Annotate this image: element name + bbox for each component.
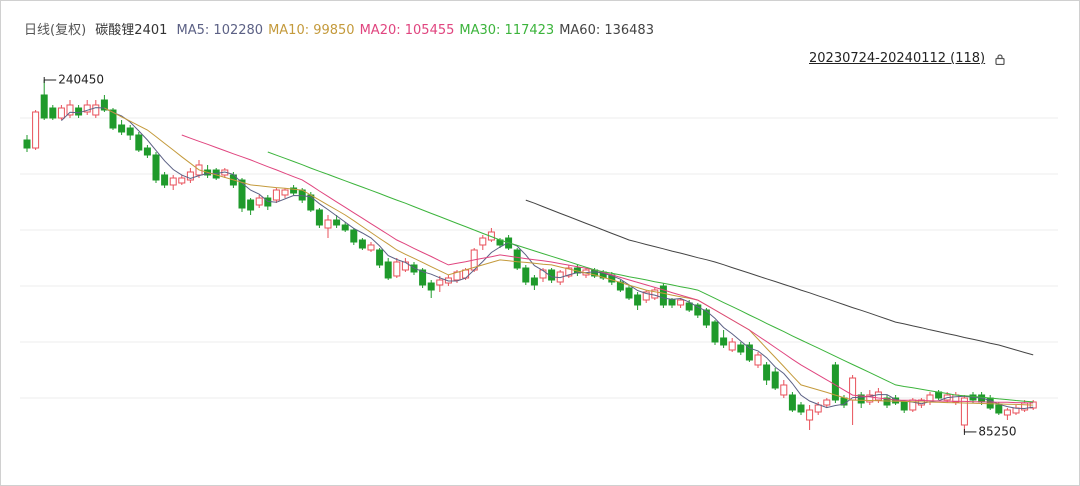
candle-body <box>186 171 194 181</box>
candle-body <box>513 249 521 269</box>
candle-body <box>900 401 908 411</box>
candle-body <box>238 179 246 209</box>
candle-body <box>694 304 702 316</box>
candle-body <box>247 199 255 211</box>
candle-body <box>49 107 57 119</box>
candle-body <box>290 187 298 194</box>
candle-body <box>651 289 659 299</box>
candle-body <box>23 139 31 149</box>
candle-body <box>350 229 358 243</box>
candle-body <box>427 282 435 291</box>
candle-body <box>565 267 573 277</box>
candle-body <box>358 239 366 249</box>
chart-title: 碳酸锂2401 <box>95 23 168 38</box>
candle-body <box>40 94 48 119</box>
legend-entry: MA30: 117423 <box>459 23 555 38</box>
ma-line <box>104 107 1034 406</box>
candle-body <box>797 404 805 413</box>
legend: 日线(复权) 碳酸锂2401 MA5: 102280 MA10: 99850 MA2… <box>24 19 659 38</box>
min-label: 85250 <box>978 424 1016 438</box>
candle-body <box>634 294 642 306</box>
candle-body <box>1003 409 1011 416</box>
ma-line <box>181 134 1034 404</box>
candle-body <box>849 377 857 401</box>
ma-line <box>61 107 1034 410</box>
candle-body <box>857 394 865 404</box>
period-label: 日线(复权) <box>24 23 87 38</box>
legend-entry: MA20: 105455 <box>359 23 455 38</box>
candle-body <box>685 302 693 311</box>
candle-body <box>376 249 384 266</box>
candle-body <box>324 219 332 229</box>
candle-body <box>995 404 1003 414</box>
candle-body <box>745 344 753 361</box>
candle-body <box>677 299 685 306</box>
candle-body <box>522 267 530 283</box>
candle-body <box>479 237 487 246</box>
candle-body <box>178 177 186 184</box>
candle-body <box>367 244 375 251</box>
candle-body <box>419 269 427 286</box>
candle-body <box>668 299 676 306</box>
candle-body <box>410 264 418 273</box>
candle-body <box>763 364 771 381</box>
candle-body <box>780 384 788 396</box>
candle-body <box>823 399 831 406</box>
candle-body <box>866 394 874 403</box>
date-range[interactable]: 20230724-20240112 (118) <box>809 51 986 66</box>
candle-body <box>66 104 74 116</box>
candle-body <box>737 344 745 353</box>
legend-entry: MA5: 102280 <box>176 23 264 38</box>
candle-body <box>788 394 796 411</box>
candle-body <box>728 341 736 351</box>
candle-body <box>135 134 143 151</box>
candle-body <box>126 127 134 136</box>
candle-body <box>702 309 710 326</box>
candle-body <box>169 177 177 186</box>
candle-body <box>152 154 160 181</box>
candle-body <box>720 337 728 346</box>
candle-body <box>161 174 169 186</box>
ma-line <box>267 151 1034 403</box>
candle-body <box>831 364 839 401</box>
candle-body <box>281 189 289 196</box>
max-label: 240450 <box>58 73 104 87</box>
candle-body <box>100 99 108 111</box>
candle-body <box>806 409 814 421</box>
candle-body <box>642 291 650 301</box>
candle-body <box>530 277 538 286</box>
candle-body <box>874 391 882 401</box>
candle-body <box>659 285 667 306</box>
candle-body <box>814 404 822 413</box>
candle-body <box>393 261 401 277</box>
candle-body <box>92 104 100 116</box>
candle-body <box>384 261 392 279</box>
candle-body <box>272 189 280 201</box>
candle-body <box>83 104 91 113</box>
candle-body <box>333 219 341 226</box>
candle-body <box>711 321 719 343</box>
candle-body <box>436 279 444 286</box>
ma-line <box>525 199 1034 356</box>
candle-body <box>315 209 323 226</box>
candle-body <box>960 397 968 426</box>
candle-body <box>32 111 40 149</box>
candle-body <box>255 197 263 206</box>
candle-body <box>118 124 126 133</box>
legend-entry: MA10: 99850 <box>268 23 355 38</box>
legend-entry: MA60: 136483 <box>559 23 654 38</box>
candle-body <box>771 371 779 389</box>
candle-body <box>539 269 547 279</box>
candle-body <box>341 224 349 231</box>
lock-icon[interactable] <box>995 54 1005 65</box>
candle-body <box>754 354 762 366</box>
candle-body <box>75 107 83 116</box>
candle-body <box>57 107 65 119</box>
candle-body <box>109 109 117 129</box>
candle-body <box>625 287 633 299</box>
candle-body <box>143 147 151 156</box>
